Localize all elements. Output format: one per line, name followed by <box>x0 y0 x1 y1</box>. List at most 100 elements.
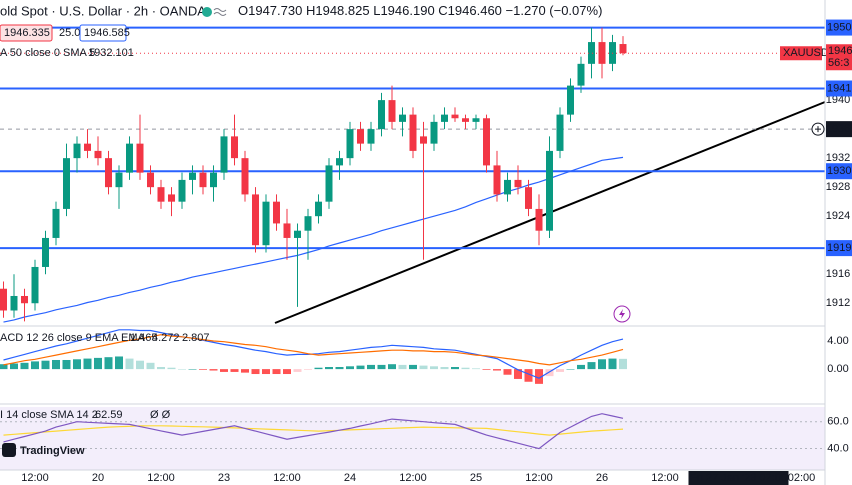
histogram-bar <box>94 357 102 370</box>
histogram-bar <box>577 364 585 370</box>
signal-value: 2.807 <box>182 332 210 344</box>
candle-body <box>556 114 564 151</box>
header: old Spot · U.S. Dollar · 2h · OANDA O194… <box>0 3 602 42</box>
histogram-bar <box>377 364 386 370</box>
y-tick-label: 40.0 <box>827 442 848 454</box>
candle-body <box>514 179 522 188</box>
histogram-bar <box>73 359 81 370</box>
ask-box[interactable] <box>79 24 127 42</box>
candle-body <box>283 223 291 238</box>
level-label: 1950 <box>827 21 851 33</box>
y-tick-label: 1916 <box>826 268 850 280</box>
symbol-tag: XAUUSD <box>783 47 829 59</box>
candle-body <box>126 143 133 173</box>
candle-body <box>619 44 627 54</box>
x-tick-label: Fri 27 Jan '23 02:00 <box>690 472 787 484</box>
candle-body <box>336 158 343 166</box>
histogram-bar <box>356 365 365 370</box>
candle-body <box>357 129 364 144</box>
candle-body <box>493 165 501 195</box>
histogram-bar <box>545 369 554 377</box>
x-tick-label: 12:00 <box>147 472 175 484</box>
level-label: 1919 <box>827 242 851 254</box>
histogram-bar <box>535 369 543 384</box>
y-tick-label: 1932 <box>826 152 850 164</box>
candle-body <box>105 158 112 188</box>
histogram-bar <box>587 362 596 370</box>
histogram-bar <box>335 367 344 370</box>
candle-body <box>388 100 396 122</box>
histogram-bar <box>608 358 617 370</box>
rsi-value: 62.59 <box>95 409 123 421</box>
histogram-bar <box>367 364 375 370</box>
plot <box>0 26 825 450</box>
histogram-bar <box>41 360 50 370</box>
sma-legend-value: 1932.101 <box>88 47 134 59</box>
histogram-bar <box>31 361 39 370</box>
ohlc: O1947.730 H1948.825 L1946.190 C1946.460 … <box>238 3 602 18</box>
histogram-bar <box>0 364 8 370</box>
candle-body <box>84 143 91 151</box>
bid-box[interactable] <box>0 24 53 42</box>
candle-body <box>42 237 49 267</box>
candle-body <box>189 172 196 180</box>
x-tick-label: 20 <box>92 472 104 484</box>
histogram-bar <box>325 367 333 370</box>
candle-body <box>94 150 102 159</box>
alert-bolt <box>619 309 625 319</box>
x-tick-label: 12:00 <box>525 472 553 484</box>
histogram-bar <box>230 369 239 372</box>
crosshair-label: 1936 <box>826 123 850 135</box>
x-tick-label: 25 <box>470 472 482 484</box>
candle-body <box>546 150 553 231</box>
x-tick-label: 02:00 <box>788 472 816 484</box>
x-tick-label: 12:00 <box>651 472 679 484</box>
candle-body <box>73 143 81 159</box>
y-tick-label: 1940 <box>826 94 850 106</box>
hist-value: 1.465 <box>130 332 158 344</box>
histogram-bar <box>178 369 186 370</box>
candle-body <box>52 208 60 238</box>
candle-body <box>504 179 511 195</box>
candle-body <box>367 129 375 144</box>
level-label-bg <box>826 19 852 36</box>
candle-body <box>535 208 543 231</box>
histogram-bar <box>314 367 323 370</box>
branding: TradingView <box>2 443 85 457</box>
histogram-bar <box>220 369 228 372</box>
candle-body <box>378 100 385 130</box>
level-label: 1930 <box>827 165 851 177</box>
candle-body <box>231 136 238 159</box>
histogram-bar <box>482 369 491 370</box>
candle-body <box>304 216 312 231</box>
candle-body <box>430 121 438 144</box>
histogram-bar <box>104 357 113 370</box>
histogram-bar <box>440 367 449 370</box>
ask: 1946.585 <box>84 27 130 39</box>
rsi-sma-line <box>3 425 624 436</box>
rsi-line <box>3 413 624 450</box>
histogram-bar <box>167 367 176 370</box>
candle-body <box>598 42 606 64</box>
level-label-bg <box>826 80 852 97</box>
histogram-bar <box>157 367 165 370</box>
candle-body <box>525 187 532 209</box>
histogram-bar <box>125 358 134 370</box>
last-price-label: 1946 <box>828 45 852 57</box>
brand-text: TradingView <box>20 445 85 457</box>
histogram-bar <box>62 359 71 370</box>
bid: 1946.335 <box>4 27 50 39</box>
axis: 1912191619241928193219361940193619501941… <box>0 19 852 485</box>
candle-body <box>409 114 417 151</box>
y-tick-label: 0.00 <box>827 363 848 375</box>
histogram-bar <box>514 369 522 379</box>
logo-icon <box>2 443 16 457</box>
histogram-bar <box>188 369 197 370</box>
histogram-bar <box>262 369 270 375</box>
histogram-bar <box>283 369 291 375</box>
candle-body <box>462 118 469 122</box>
crosshair-label-bg <box>826 121 852 138</box>
x-tick-label: 23 <box>218 472 230 484</box>
candle-body <box>325 165 333 202</box>
